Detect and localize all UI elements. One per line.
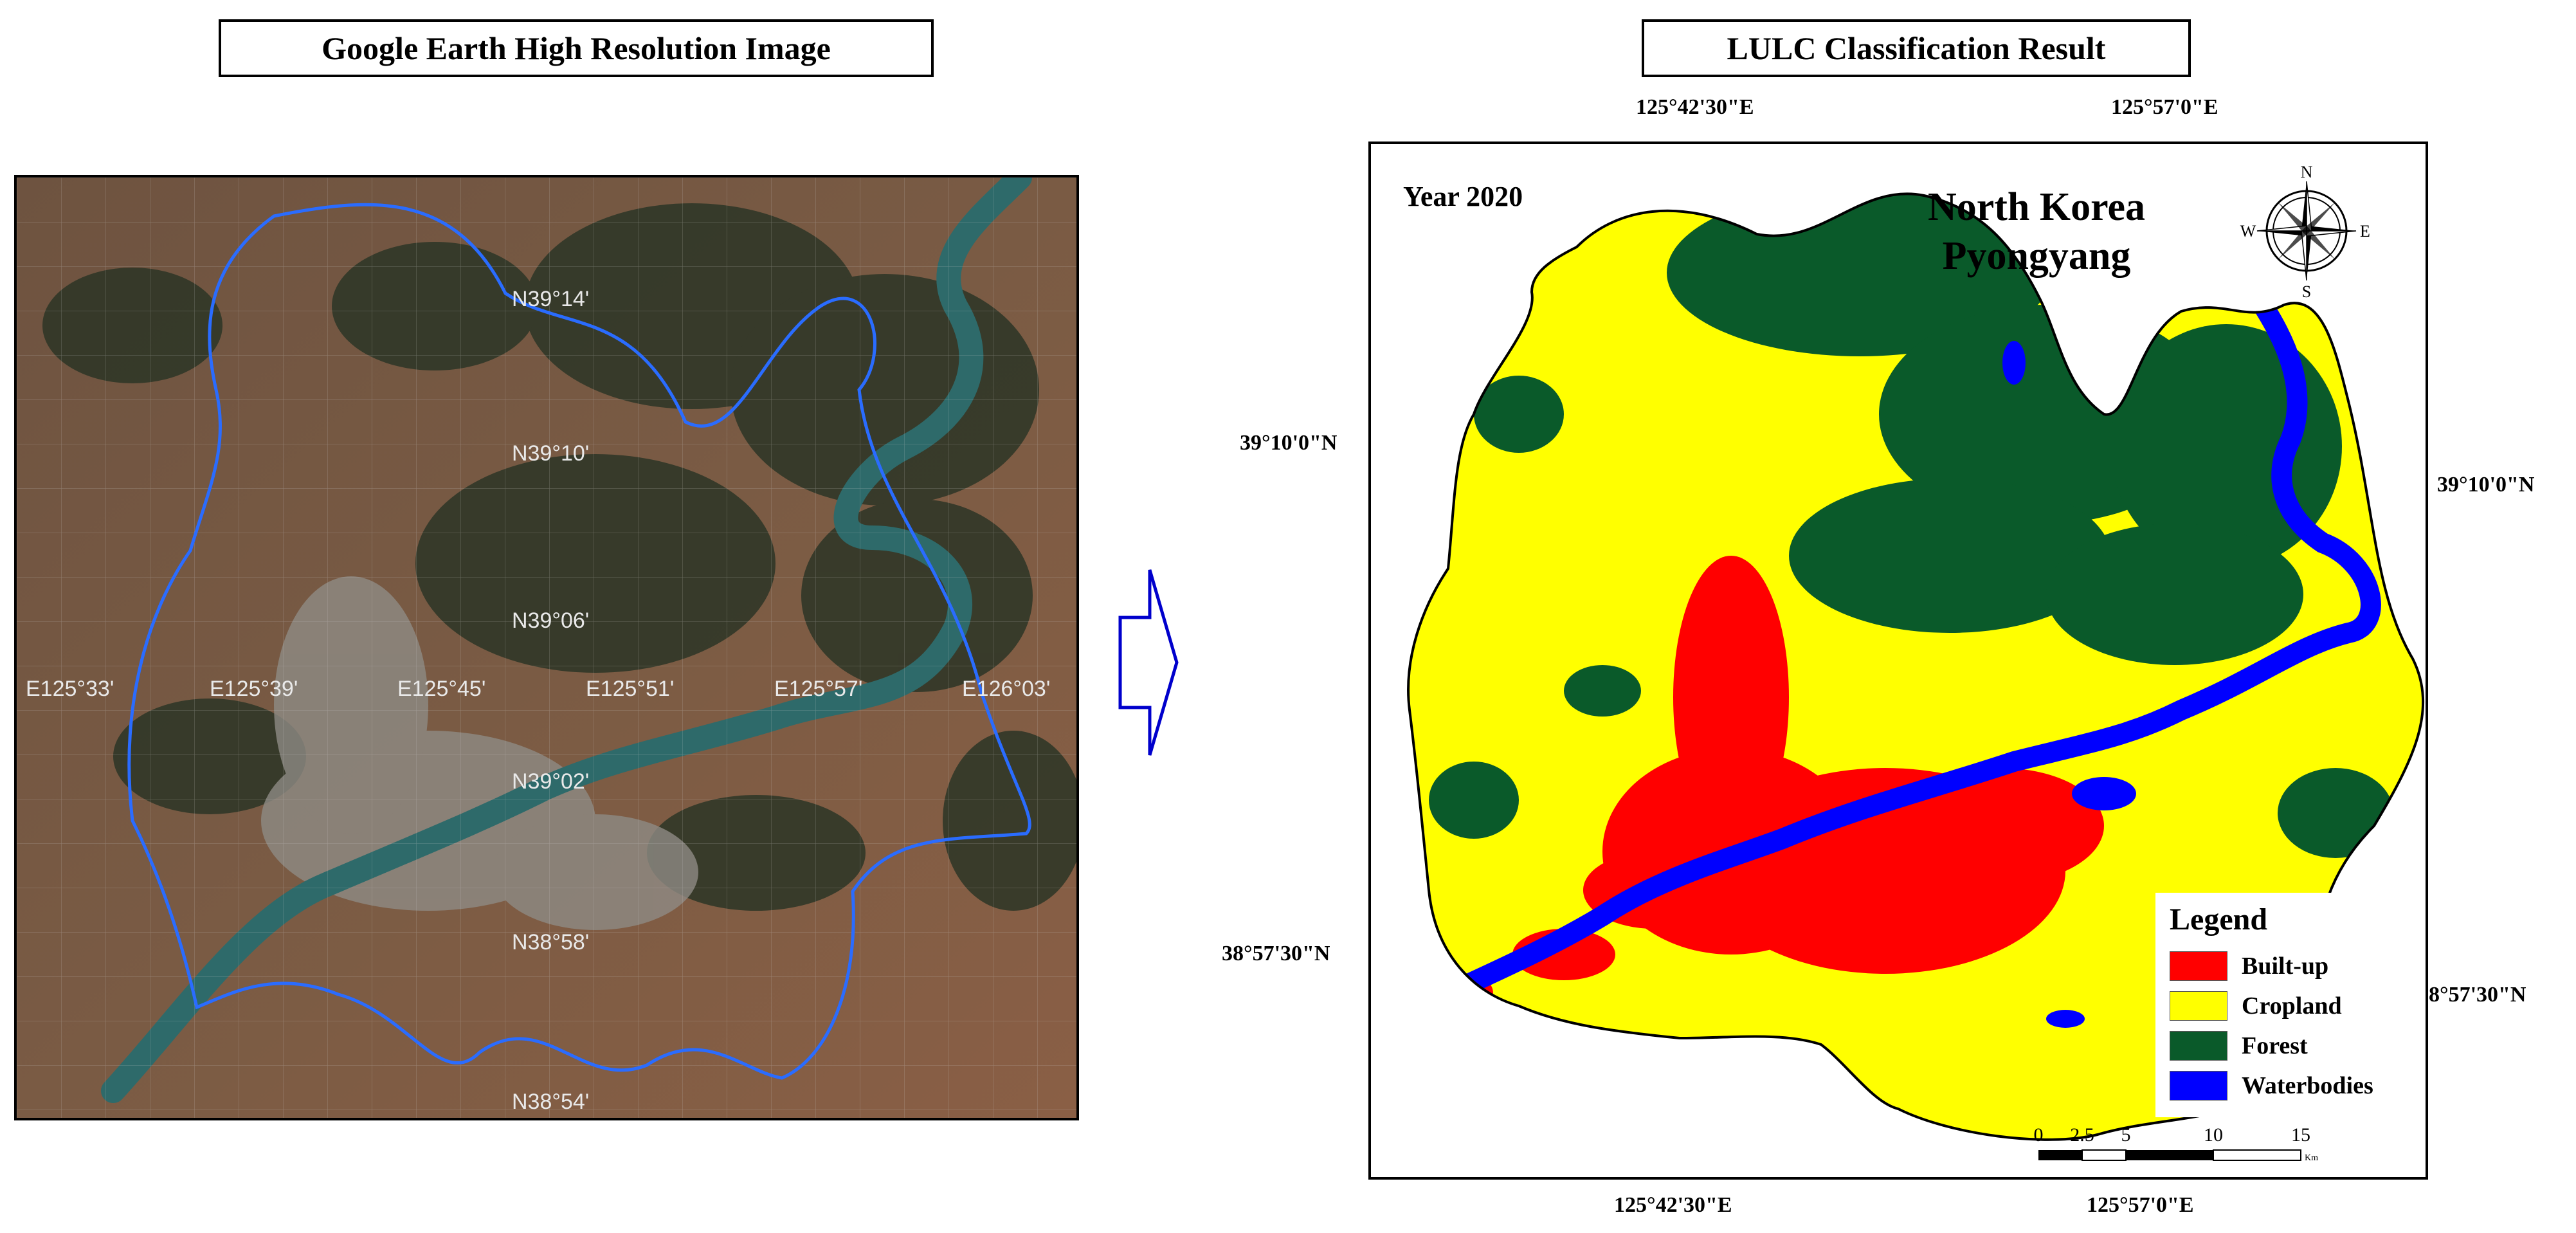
map-title: North Korea Pyongyang xyxy=(1898,183,2175,280)
left-panel-title: Google Earth High Resolution Image xyxy=(219,19,934,77)
sat-lat-label: N39°14' xyxy=(512,287,589,311)
scale-unit-label: Km xyxy=(2305,1153,2318,1163)
scale-tick-label: 2.5 xyxy=(2070,1124,2094,1146)
legend-label: Forest xyxy=(2242,1032,2308,1059)
lulc-map-frame: Year 2020 North Korea Pyongyang N S E W … xyxy=(1368,142,2428,1180)
compass-w-label: W xyxy=(2240,222,2256,241)
map-title-line1: North Korea xyxy=(1927,185,2146,229)
satellite-image: N39°14' N39°10' N39°06' N39°02' N38°58' … xyxy=(14,175,1079,1120)
scale-tick-label: 15 xyxy=(2291,1124,2310,1146)
legend-swatch xyxy=(2170,991,2227,1021)
legend-label: Cropland xyxy=(2242,992,2342,1019)
sat-lat-label: N39°02' xyxy=(512,769,589,794)
compass-s-label: S xyxy=(2302,282,2311,298)
legend-item-builtup: Built-up xyxy=(2170,946,2411,986)
north-arrow-compass-icon: N S E W xyxy=(2240,163,2370,298)
sat-lon-label: E125°33' xyxy=(26,677,114,701)
legend-title: Legend xyxy=(2170,902,2268,936)
compass-e-label: E xyxy=(2360,222,2370,241)
scale-tick-label: 0 xyxy=(2034,1124,2044,1146)
sat-lat-label: N38°54' xyxy=(512,1090,589,1114)
map-bottom-lon-label: 125°42'30"E xyxy=(1614,1193,1732,1217)
right-arrow-icon xyxy=(1118,569,1179,756)
map-top-lon-label: 125°42'30"E xyxy=(1636,95,1754,119)
sat-lat-label: N39°10' xyxy=(512,441,589,466)
right-panel-title-text: LULC Classification Result xyxy=(1727,30,2106,66)
compass-n-label: N xyxy=(2301,163,2313,181)
legend-label: Waterbodies xyxy=(2242,1072,2373,1099)
sat-lon-label: E126°03' xyxy=(962,677,1050,701)
map-year-label: Year 2020 xyxy=(1403,181,1523,212)
map-left-lat-label: 39°10'0"N xyxy=(1240,431,1338,455)
satellite-image-svg: N39°14' N39°10' N39°06' N39°02' N38°58' … xyxy=(17,178,1076,1118)
scale-bar: 0 2.5 5 10 15 Km xyxy=(2034,1124,2319,1163)
map-title-line2: Pyongyang xyxy=(1942,234,2131,278)
map-bottom-lon-label: 125°57'0"E xyxy=(2087,1193,2194,1217)
sat-lat-label: N38°58' xyxy=(512,930,589,954)
right-panel-title: LULC Classification Result xyxy=(1642,19,2191,77)
legend-label: Built-up xyxy=(2242,953,2329,980)
sat-lon-label: E125°45' xyxy=(397,677,485,701)
sat-lat-label: N39°06' xyxy=(512,608,589,633)
map-right-lat-label: 39°10'0"N xyxy=(2437,473,2535,497)
map-top-lon-label: 125°57'0"E xyxy=(2111,95,2218,119)
lulc-waterbodies-river xyxy=(1412,288,2381,1016)
legend-swatch xyxy=(2170,1071,2227,1101)
map-left-lat-label: 38°57'30"N xyxy=(1222,942,1330,965)
legend-item-cropland: Cropland xyxy=(2170,986,2411,1026)
map-legend: Legend Built-up Cropland Forest Waterbod… xyxy=(2155,893,2426,1117)
left-panel-title-text: Google Earth High Resolution Image xyxy=(322,30,831,66)
sat-lon-label: E125°39' xyxy=(210,677,298,701)
legend-swatch xyxy=(2170,951,2227,981)
legend-item-waterbodies: Waterbodies xyxy=(2170,1066,2411,1106)
lulc-builtup-area xyxy=(1442,556,2104,1012)
legend-item-forest: Forest xyxy=(2170,1026,2411,1066)
map-right-lat-label: 38°57'30"N xyxy=(2418,983,2526,1007)
lulc-map-svg xyxy=(1407,192,2425,1141)
legend-swatch xyxy=(2170,1031,2227,1061)
sat-lon-label: E125°57' xyxy=(774,677,862,701)
satellite-study-boundary xyxy=(127,203,1031,1080)
sat-lon-label: E125°51' xyxy=(586,677,674,701)
scale-tick-label: 5 xyxy=(2121,1124,2131,1146)
scale-tick-label: 10 xyxy=(2204,1124,2223,1146)
